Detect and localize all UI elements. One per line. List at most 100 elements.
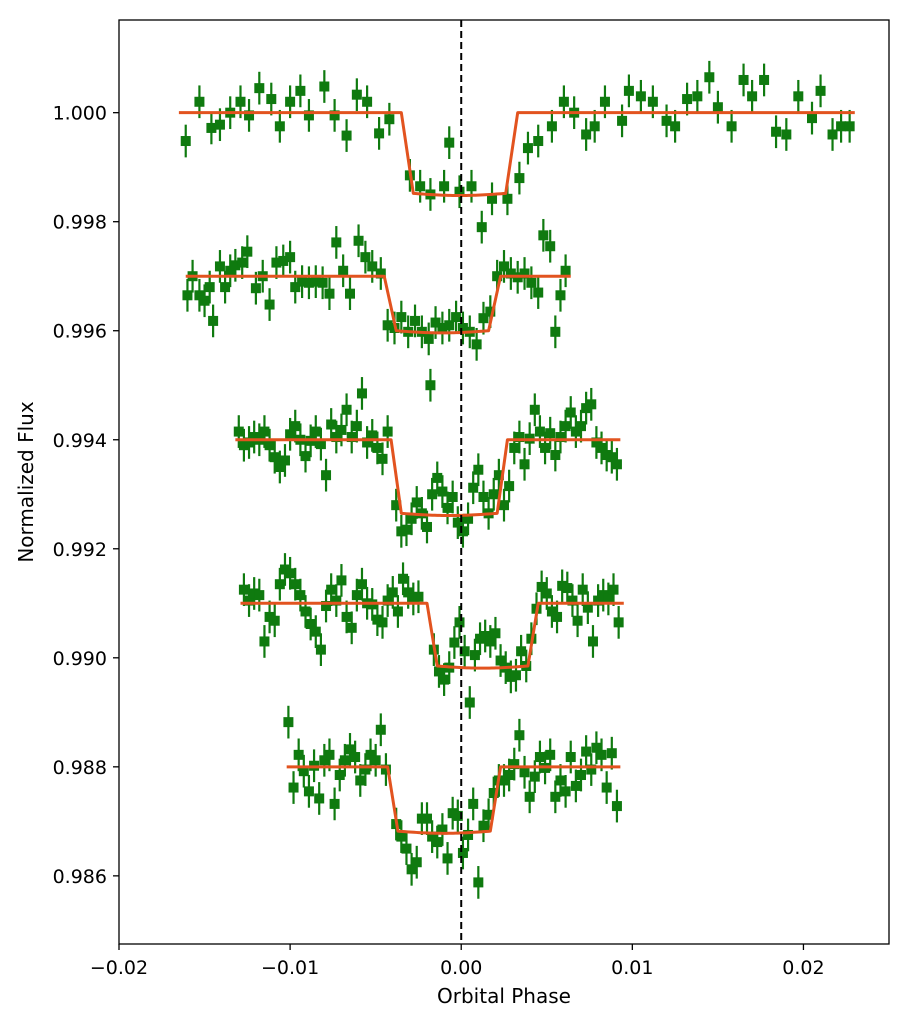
chart-marks [178,60,855,899]
data-point [285,96,296,107]
transit-model-curve [178,111,855,198]
data-point [473,877,484,888]
data-point [562,583,573,594]
data-point [264,299,275,310]
data-point [726,121,737,132]
data-point [560,421,571,432]
y-tick-label: 0.986 [53,866,107,888]
y-tick-label: 0.988 [53,757,107,779]
data-point [360,764,371,775]
data-point [601,782,612,793]
data-point [565,752,576,763]
data-point [533,136,544,147]
y-tick-label: 0.994 [53,430,107,452]
data-point [271,257,282,268]
data-point [558,96,569,107]
data-point [442,502,453,513]
data-point [242,246,253,257]
data-point [319,755,330,766]
light-curve-5 [283,705,622,899]
data-point [341,611,352,622]
data-point [589,121,600,132]
data-point [519,767,530,778]
data-point [220,282,231,293]
data-point [254,590,265,601]
data-point [599,96,610,107]
data-point [180,136,191,147]
data-point [567,595,578,606]
data-point [422,521,432,532]
y-tick-label: 0.990 [53,648,107,670]
transit-model-curve [185,274,571,335]
data-point [303,786,314,797]
data-point [274,462,285,473]
data-point [514,173,525,184]
data-point [536,581,547,592]
data-point [587,636,598,647]
data-point [206,122,217,133]
data-point [478,491,489,502]
data-point [351,89,362,100]
data-point [586,764,597,775]
data-point [331,432,342,443]
data-point [341,404,352,415]
data-point [238,584,249,595]
data-point [704,72,715,83]
data-point [499,500,509,511]
x-tick-label: −0.02 [90,957,148,979]
data-point [606,452,617,463]
data-point [476,222,487,233]
plot-frame [118,19,890,945]
data-point [504,770,515,781]
data-point [317,277,328,288]
data-point [844,121,855,132]
data-point [259,426,270,437]
data-point [199,295,210,306]
data-point [576,421,586,432]
x-tick-label: −0.01 [261,957,319,979]
data-point [427,489,438,500]
data-point [225,265,236,276]
data-point [490,628,501,639]
data-point [581,129,592,140]
x-tick-label: 0.02 [782,957,824,979]
data-point [447,491,458,502]
light-curve-2 [182,218,571,402]
data-point [182,290,193,301]
data-point [692,91,703,102]
data-point [519,459,530,470]
data-point [321,470,332,481]
data-point [324,749,335,760]
data-point [596,749,607,760]
data-point [401,843,412,854]
data-point [552,611,563,622]
data-point [444,320,455,331]
data-point [336,424,347,435]
data-point [545,428,556,439]
data-point [290,579,301,590]
y-axis-ticks: 0.986 0.988 0.990 0.992 0.994 0.996 0.998 1.000 [53,103,119,888]
data-point [560,265,571,276]
data-point [485,306,496,317]
data-point [586,399,597,410]
data-point [516,646,527,657]
data-point [341,130,352,141]
data-point [439,181,450,192]
data-point [279,455,290,466]
data-point [596,442,607,453]
data-point [264,440,275,451]
data-point [411,497,422,508]
data-point [555,290,566,301]
data-point [321,601,332,612]
data-point [230,260,241,271]
data-point [433,666,444,677]
data-point [611,459,622,470]
data-point [550,326,561,337]
data-point [807,113,817,124]
data-point [274,121,285,132]
data-point [502,193,513,204]
data-point [514,432,525,443]
data-point [300,451,311,462]
data-point [598,590,609,601]
data-point [759,74,770,85]
